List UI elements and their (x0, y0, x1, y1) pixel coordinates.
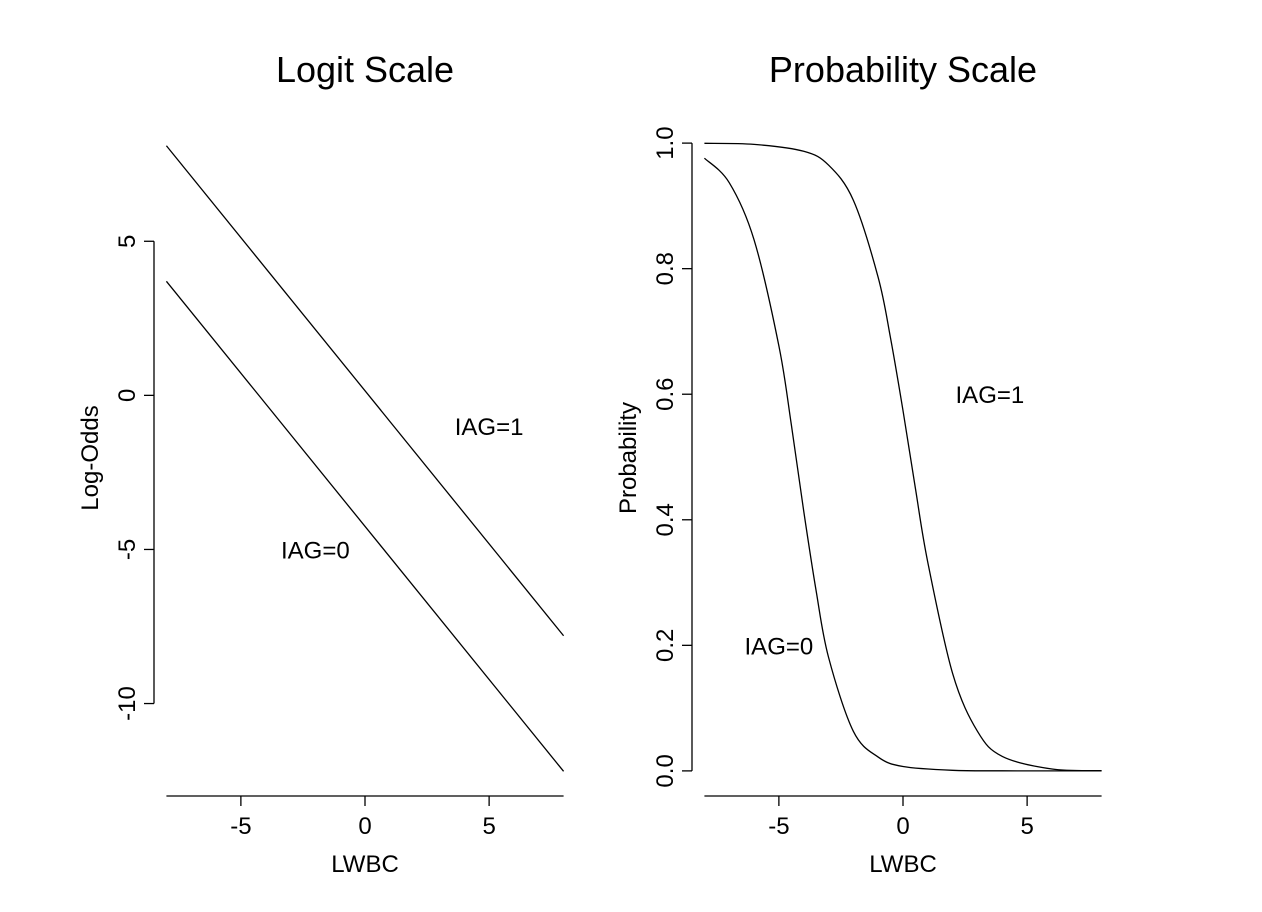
probability-x-tick-label: -5 (768, 813, 789, 840)
probability-y-tick-label: 0.4 (652, 503, 679, 536)
logit-x-tick-label: -5 (230, 813, 251, 840)
probability-axes: -5 0 5 0.0 0.2 0.4 0.6 0.8 1.0 (652, 126, 1102, 840)
probability-y-tick-label: 0.8 (652, 252, 679, 285)
logit-y-tick-label: 0 (114, 389, 141, 402)
probability-y-tick-label: 0.6 (652, 378, 679, 411)
logit-x-tick-label: 0 (358, 813, 371, 840)
logit-axes: -5 0 5 5 0 -5 -10 (114, 235, 564, 840)
logit-annotation-iag-1: IAG=1 (455, 414, 524, 441)
probability-y-tick-label: 0.2 (652, 629, 679, 662)
logit-series (165, 145, 565, 772)
probability-annotation-iag-1: IAG=1 (956, 382, 1025, 409)
probability-ylabel: Probability (615, 402, 642, 514)
logit-y-tick-label: -10 (114, 686, 141, 721)
logit-xlabel: LWBC (331, 851, 399, 878)
probability-series (703, 142, 1102, 772)
probability-series-line-2 (704, 142, 1102, 772)
logit-x-tick-label: 5 (482, 813, 495, 840)
probability-x-tick-label: 0 (896, 813, 909, 840)
logit-y-tick-label: 5 (114, 235, 141, 248)
probability-y-tick-label: 1.0 (652, 126, 679, 159)
logit-series-line-2 (165, 145, 565, 637)
probability-annotation-iag-0: IAG=0 (745, 633, 814, 660)
probability-panel: Probability Scale LWBC Probability -5 0 5 0… (615, 49, 1102, 878)
probability-x-tick-label: 5 (1020, 813, 1033, 840)
probability-title: Probability Scale (769, 49, 1037, 90)
logit-y-tick-label: -5 (114, 539, 141, 560)
logit-annotation-iag-0: IAG=0 (281, 537, 350, 564)
logit-annotations: IAG=1 IAG=0 (281, 414, 523, 564)
logit-title: Logit Scale (276, 49, 454, 90)
probability-series-line-1 (703, 157, 1102, 772)
probability-annotations: IAG=1 IAG=0 (745, 382, 1025, 660)
probability-y-tick-label: 0.0 (652, 754, 679, 787)
logit-series-line-1 (165, 280, 565, 772)
logit-ylabel: Log-Odds (77, 405, 104, 510)
probability-xlabel: LWBC (869, 851, 937, 878)
logit-panel: Logit Scale LWBC Log-Odds -5 0 5 5 0 -5 -10 IA… (77, 49, 565, 878)
